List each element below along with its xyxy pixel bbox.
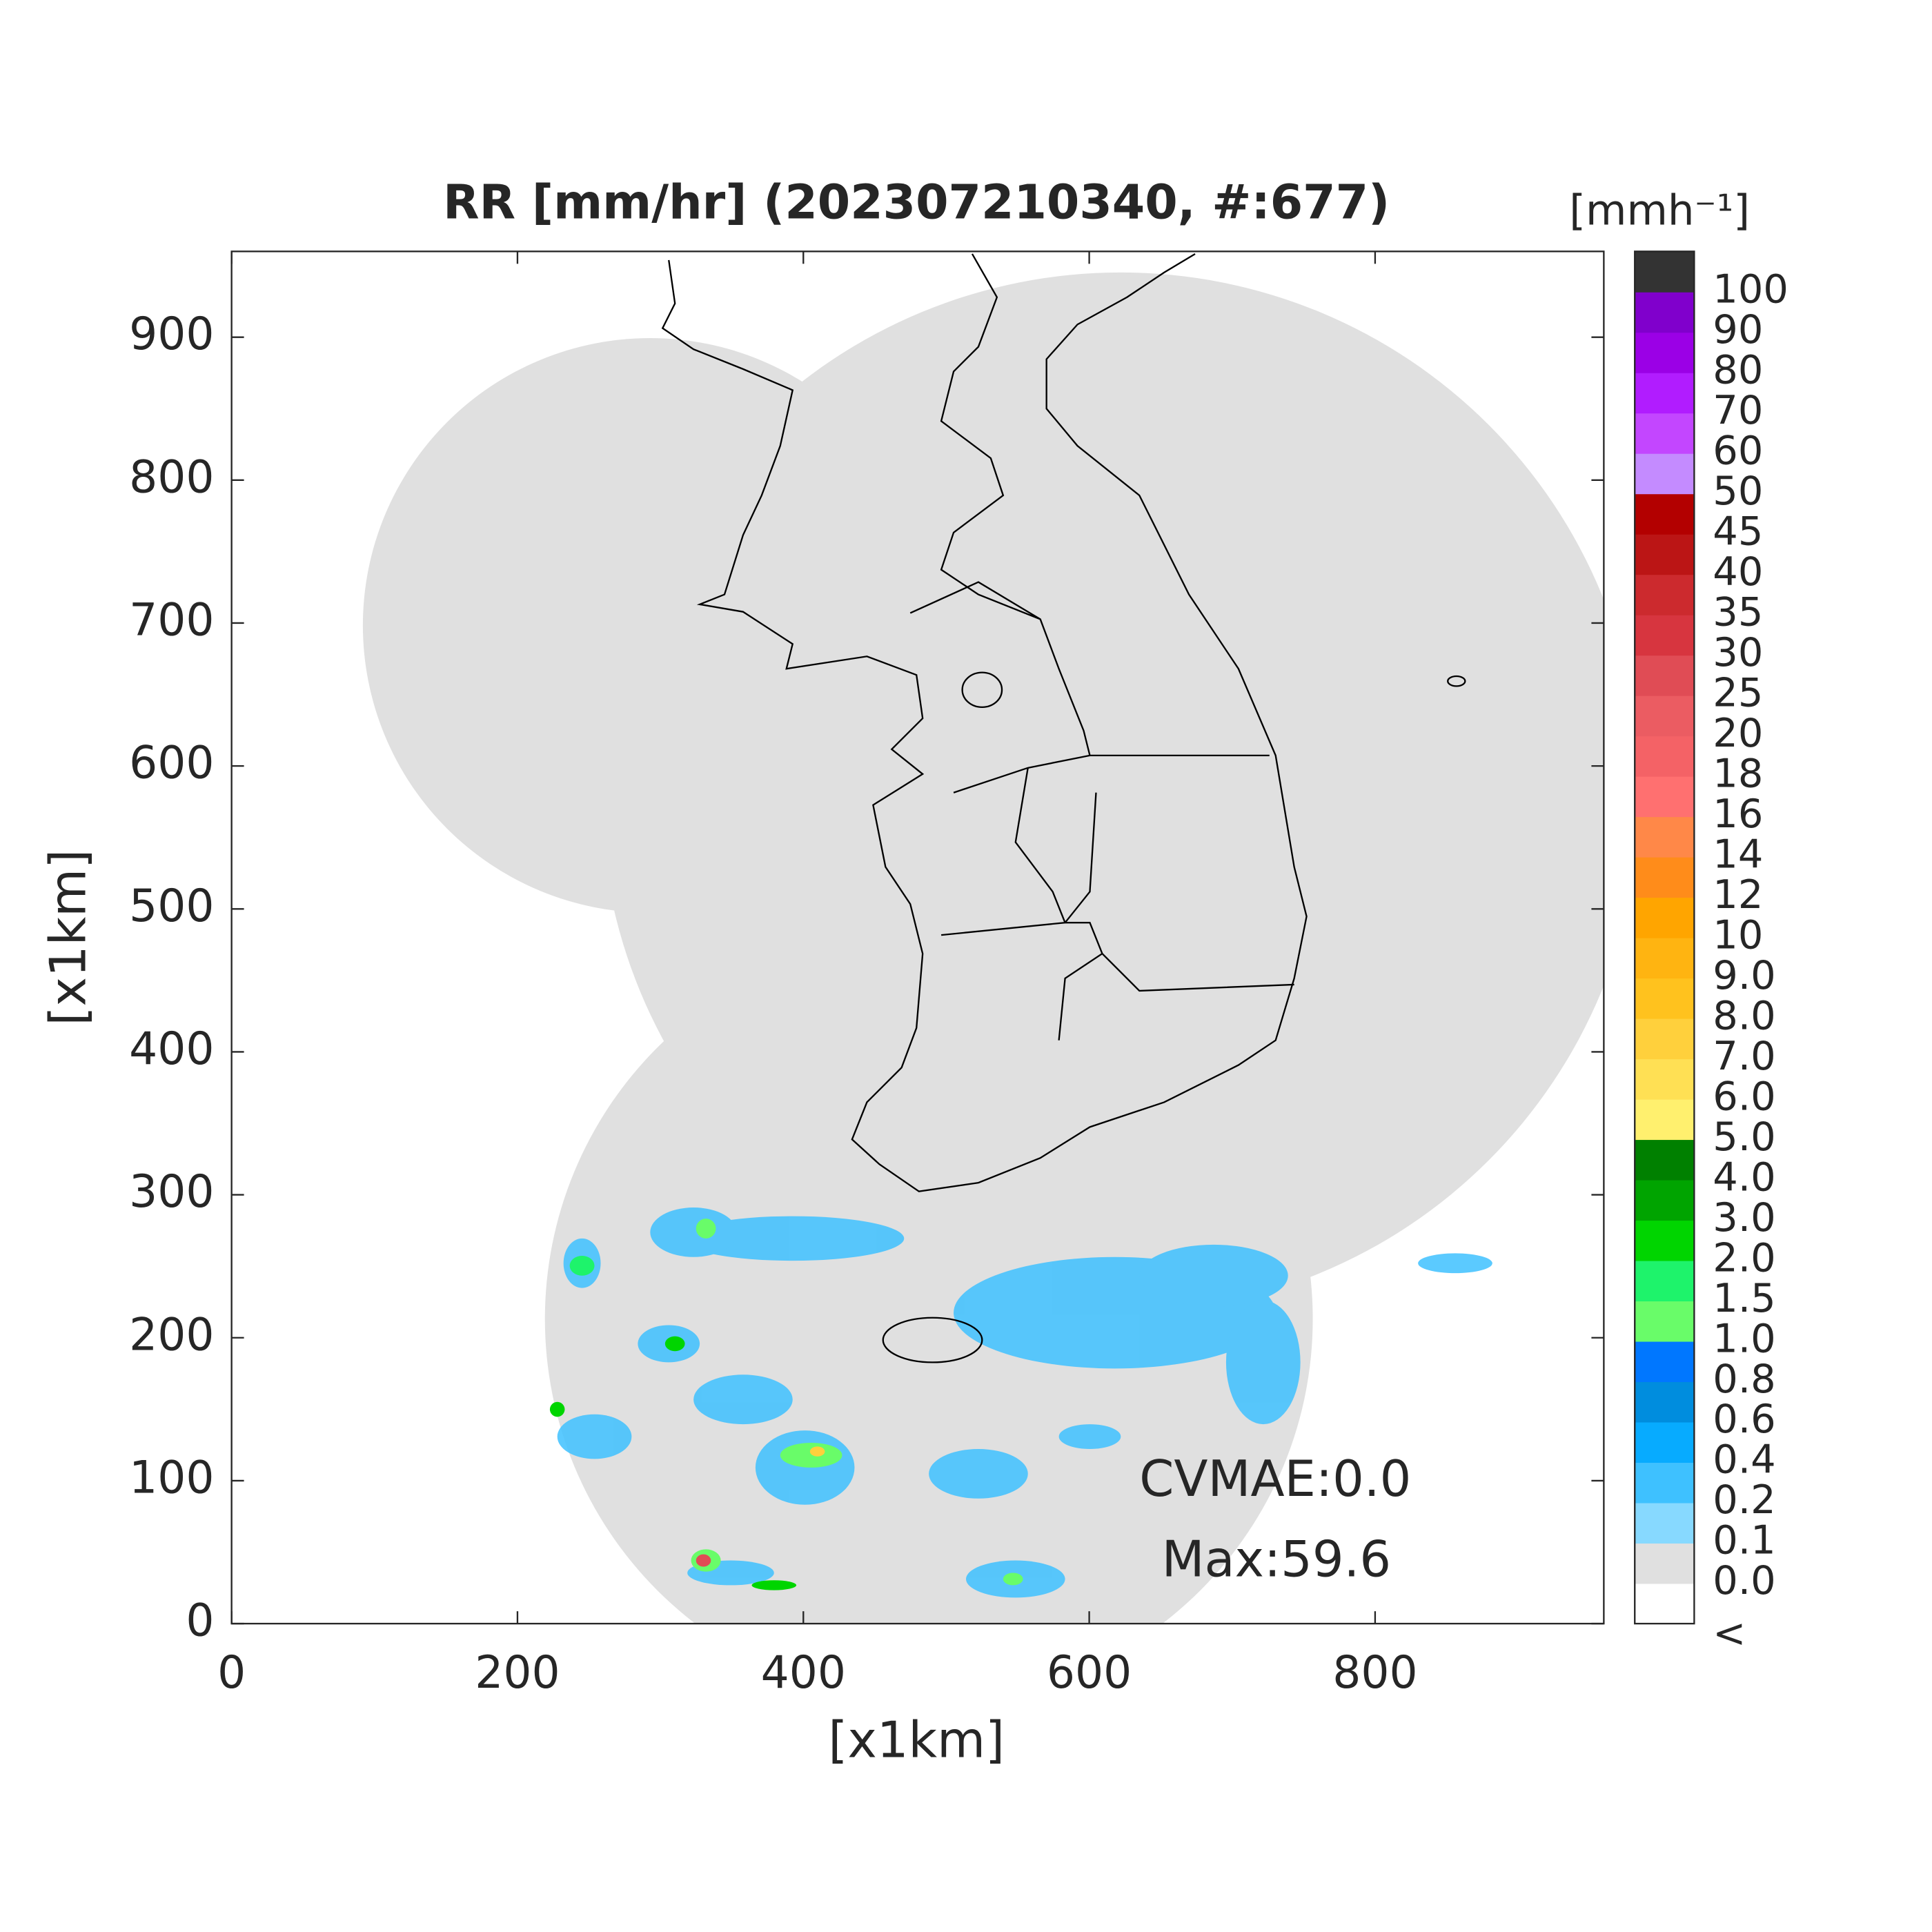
- colorbar-segment: [1635, 655, 1695, 696]
- colorbar-label: 0.8: [1713, 1356, 1775, 1402]
- colorbar-unit: [mmh⁻¹]: [1569, 186, 1750, 235]
- precip-heavy: [549, 1219, 1023, 1590]
- colorbar-segment: [1635, 978, 1695, 1019]
- colorbar-label: 4.0: [1713, 1154, 1775, 1200]
- colorbar-segment: [1635, 937, 1695, 979]
- colorbar-segment: [1635, 1543, 1695, 1584]
- colorbar-label: 50: [1713, 468, 1763, 514]
- x-tick-label: 600: [1047, 1647, 1132, 1699]
- colorbar-label: 0.1: [1713, 1517, 1775, 1564]
- colorbar-label: 20: [1713, 710, 1763, 756]
- colorbar-label: 18: [1713, 750, 1763, 796]
- x-tick-label: 200: [475, 1647, 560, 1699]
- colorbar-label: 10: [1713, 911, 1763, 958]
- colorbar-segment: [1635, 533, 1695, 575]
- y-tick-label: 800: [129, 451, 214, 503]
- colorbar-label: 30: [1713, 629, 1763, 676]
- chart-title: RR [mm/hr] (202307210340, #:677): [443, 175, 1390, 230]
- colorbar-segment: [1635, 1179, 1695, 1221]
- colorbar-label: 1.0: [1713, 1315, 1775, 1361]
- colorbar-label: 0.6: [1713, 1396, 1775, 1442]
- colorbar-frame: [1634, 250, 1695, 1625]
- colorbar-segment: [1635, 1139, 1695, 1181]
- y-tick-label: 300: [129, 1166, 214, 1218]
- colorbar-segment: [1635, 776, 1695, 818]
- colorbar-segment: [1635, 614, 1695, 656]
- colorbar-segment: [1635, 816, 1695, 858]
- plot-frame: [230, 250, 1605, 1625]
- colorbar-label: 16: [1713, 791, 1763, 837]
- colorbar-segment: [1635, 856, 1695, 898]
- x-tick-label: 0: [217, 1647, 246, 1699]
- y-tick-label: 900: [129, 308, 214, 360]
- colorbar-segment: [1635, 1583, 1695, 1624]
- colorbar-label: 2.0: [1713, 1234, 1775, 1281]
- colorbar-segment: [1635, 413, 1695, 454]
- colorbar-label: 8.0: [1713, 992, 1775, 1038]
- colorbar-segment: [1635, 291, 1695, 333]
- colorbar-label: 45: [1713, 508, 1763, 554]
- x-axis-label: [x1km]: [828, 1711, 1005, 1769]
- colorbar-segment: [1635, 1220, 1695, 1261]
- y-tick-label: 600: [129, 738, 214, 789]
- colorbar-label: 12: [1713, 871, 1763, 918]
- colorbar-segment: [1635, 1421, 1695, 1463]
- colorbar-segment: [1635, 1018, 1695, 1060]
- colorbar-label: 60: [1713, 427, 1763, 473]
- colorbar-segment: [1635, 453, 1695, 495]
- annotation: Max:59.6: [1162, 1530, 1391, 1588]
- colorbar-label: 0.4: [1713, 1437, 1775, 1483]
- colorbar-label: 9.0: [1713, 952, 1775, 998]
- colorbar-segment: [1635, 897, 1695, 938]
- colorbar-label: 70: [1713, 387, 1763, 433]
- y-tick-label: 500: [129, 880, 214, 932]
- colorbar-label: 90: [1713, 306, 1763, 353]
- colorbar-segment: [1635, 1301, 1695, 1342]
- colorbar-segment: [1635, 372, 1695, 414]
- x-tick-label: 800: [1332, 1647, 1417, 1699]
- colorbar-label: 80: [1713, 346, 1763, 393]
- colorbar-label: 25: [1713, 669, 1763, 716]
- colorbar-segment: [1635, 1260, 1695, 1302]
- colorbar-segment: [1635, 1462, 1695, 1504]
- y-tick-label: 400: [129, 1023, 214, 1075]
- precip-light: [557, 1208, 1492, 1598]
- colorbar-label: 5.0: [1713, 1114, 1775, 1160]
- colorbar-segment: [1635, 1502, 1695, 1544]
- x-tick-label: 400: [761, 1647, 846, 1699]
- colorbar-segment: [1635, 736, 1695, 777]
- colorbar-segment: [1635, 1381, 1695, 1423]
- colorbar-label: 0.2: [1713, 1477, 1775, 1523]
- colorbar-label: 7.0: [1713, 1033, 1775, 1079]
- colorbar-segment: [1635, 493, 1695, 535]
- colorbar-segment: [1635, 251, 1695, 293]
- colorbar-segment: [1635, 574, 1695, 615]
- colorbar-label: 3.0: [1713, 1194, 1775, 1241]
- colorbar-label: <: [1713, 1610, 1746, 1657]
- coverage: [544, 935, 1313, 1624]
- y-tick-label: 700: [129, 595, 214, 647]
- colorbar-segment: [1635, 1098, 1695, 1141]
- colorbar-label: 35: [1713, 589, 1763, 635]
- colorbar-segment: [1635, 1058, 1695, 1100]
- radar-field: [362, 273, 1604, 1624]
- annotation: CVMAE:0.0: [1139, 1450, 1411, 1508]
- y-tick-label: 200: [129, 1309, 214, 1361]
- colorbar-label: 40: [1713, 549, 1763, 595]
- colorbar-label: 100: [1713, 266, 1788, 312]
- colorbar-segment: [1635, 332, 1695, 373]
- colorbar-label: 14: [1713, 831, 1763, 877]
- y-tick-label: 0: [186, 1595, 214, 1647]
- y-tick-label: 100: [129, 1452, 214, 1504]
- colorbar-label: 6.0: [1713, 1073, 1775, 1119]
- colorbar-segment: [1635, 1341, 1695, 1383]
- colorbar-segment: [1635, 695, 1695, 737]
- colorbar-label: 1.5: [1713, 1275, 1775, 1321]
- coastline: [661, 253, 1466, 1363]
- colorbar-label: 0.0: [1713, 1557, 1775, 1604]
- y-axis-label: [x1km]: [39, 849, 97, 1026]
